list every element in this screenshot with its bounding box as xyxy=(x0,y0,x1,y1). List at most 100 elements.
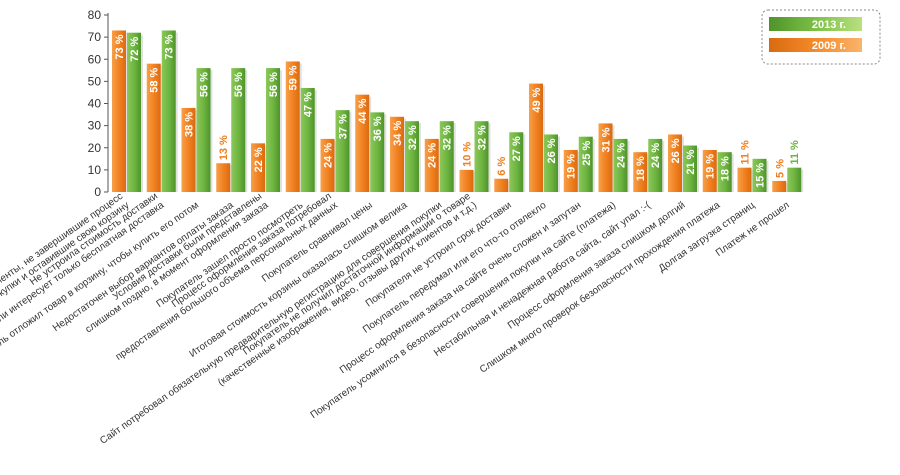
bar-2013 xyxy=(752,158,767,192)
bar-2009 xyxy=(668,134,682,192)
bar-2013 xyxy=(127,32,141,193)
bar-2009 xyxy=(424,138,439,192)
bar-shadow-2013 xyxy=(731,154,734,192)
y-tick-label: 50 xyxy=(88,74,102,88)
bar-shadow-2013 xyxy=(453,123,456,192)
data-label-2013: 26 % xyxy=(546,138,558,163)
bar-group: 19 % 18 % xyxy=(702,149,734,192)
bar-group: 5 %11 % xyxy=(772,140,804,192)
bar-2013 xyxy=(613,138,628,192)
bar-2009 xyxy=(390,116,404,192)
data-label-2009: 26 % xyxy=(670,138,682,163)
bar-group: 10 %32 % xyxy=(459,121,491,192)
bar-2009 xyxy=(251,143,265,192)
legend-label-2013: 2013 г. xyxy=(812,19,846,31)
bar-shadow-2013 xyxy=(558,136,560,192)
data-label-2009: 19 % xyxy=(705,154,717,179)
bar-2013 xyxy=(648,138,663,192)
bar-2013 xyxy=(683,145,697,192)
data-label-2009: 34 % xyxy=(392,121,404,146)
bar-2009 xyxy=(459,169,474,192)
data-label-2009: 19 % xyxy=(566,154,578,179)
data-label-2013: 18 % xyxy=(720,156,732,181)
y-tick-label: 10 xyxy=(88,163,102,177)
legend-frame xyxy=(761,9,881,65)
bar-2009 xyxy=(112,30,126,192)
bar-shadow-2013 xyxy=(662,140,665,192)
bar-group: 34 % 32 % xyxy=(390,116,421,192)
bar-2013 xyxy=(266,68,280,192)
bar-2013 xyxy=(335,110,350,192)
data-label-2013: 32 % xyxy=(477,125,489,150)
data-label-2009: 11 % xyxy=(740,140,752,165)
data-label-2009: 18 % xyxy=(635,156,647,181)
bar-group: 24 %37 % xyxy=(320,110,352,192)
bar-group: 18 %24 % xyxy=(633,138,665,192)
bar-2009 xyxy=(285,61,300,193)
bar-shadow-2013 xyxy=(280,70,282,192)
bar-2009 xyxy=(633,152,648,192)
bar-2013 xyxy=(405,121,419,192)
data-label-2013: 27 % xyxy=(511,136,523,161)
legend: 2013 г. 2009 г. xyxy=(761,9,881,65)
bar-2013 xyxy=(578,136,593,192)
data-label-2009: 38 % xyxy=(184,112,196,137)
bar-group: 19 %25 % xyxy=(563,136,595,192)
data-label-2013: 56 % xyxy=(233,72,245,97)
data-label-2013: 72 % xyxy=(129,36,141,61)
bar-group: 58 %73 % xyxy=(146,30,178,192)
bar-group: 44 %36 % xyxy=(355,94,387,192)
bar-group: 13 % 56 % xyxy=(216,68,248,192)
bar-2013 xyxy=(474,121,489,192)
bar-shadow-2013 xyxy=(523,134,526,192)
y-tick-label: 70 xyxy=(88,30,102,44)
data-label-2013: 24 % xyxy=(616,143,628,168)
bar-shadow-2013 xyxy=(314,90,317,192)
bar-group: 73 % 72 % xyxy=(112,30,143,193)
bar-shadow-2013 xyxy=(627,140,630,192)
bar-group: 38 % 56 % xyxy=(181,68,213,192)
data-label-2009: 5 % xyxy=(774,159,786,178)
y-tick-label: 40 xyxy=(88,97,102,111)
bar-shadow-2013 xyxy=(349,112,352,192)
bar-shadow-2013 xyxy=(697,147,699,192)
bar-shadow-2013 xyxy=(766,160,769,192)
bars-layer: 73 % 72 %58 %73 %38 %56 %13 %56 %22 %56 %… xyxy=(112,30,804,193)
bar-group: 59 %47 % xyxy=(285,61,317,193)
bar-2009 xyxy=(216,163,231,192)
data-label-2009: 6 % xyxy=(496,157,508,176)
bar-2013 xyxy=(161,30,176,192)
bar-group: 31 %24 % xyxy=(598,123,630,192)
bar-2013 xyxy=(439,121,454,192)
bar-2013 xyxy=(300,88,315,192)
data-label-2009: 24 % xyxy=(323,143,335,168)
data-label-2013: 47 % xyxy=(303,92,315,117)
bar-2013 xyxy=(717,152,732,192)
data-label-2013: 73 % xyxy=(164,34,176,59)
data-label-2013: 36 % xyxy=(372,116,384,141)
bar-2013 xyxy=(787,167,802,192)
data-label-2009: 73 % xyxy=(114,34,126,59)
bar-2013 xyxy=(196,68,211,192)
legend-swatch-2009 xyxy=(769,38,862,52)
bar-group: 6 %27 % xyxy=(494,132,526,192)
y-tick-label: 20 xyxy=(88,141,102,155)
bar-2013 xyxy=(544,134,558,192)
bar-2009 xyxy=(181,107,196,192)
data-label-2013: 11 % xyxy=(789,140,801,165)
y-tick-label: 60 xyxy=(88,52,102,66)
bar-shadow-2013 xyxy=(141,34,143,193)
y-tick-label: 0 xyxy=(94,185,101,199)
bar-2009 xyxy=(494,178,509,192)
data-label-2013: 56 % xyxy=(268,72,280,97)
bar-group: 22 % 56 % xyxy=(251,68,282,192)
data-label-2013: 37 % xyxy=(338,114,350,139)
data-label-2013: 32 % xyxy=(442,125,454,150)
data-label-2013: 15 % xyxy=(755,163,767,188)
bar-shadow-2013 xyxy=(210,70,213,192)
bar-group: 49 % 26 % xyxy=(529,83,560,192)
bar-shadow-2013 xyxy=(801,169,804,192)
y-tick-label: 30 xyxy=(88,119,102,133)
axis-layer: 0 10 20 30 40 50 60 70 80 xyxy=(88,8,109,199)
